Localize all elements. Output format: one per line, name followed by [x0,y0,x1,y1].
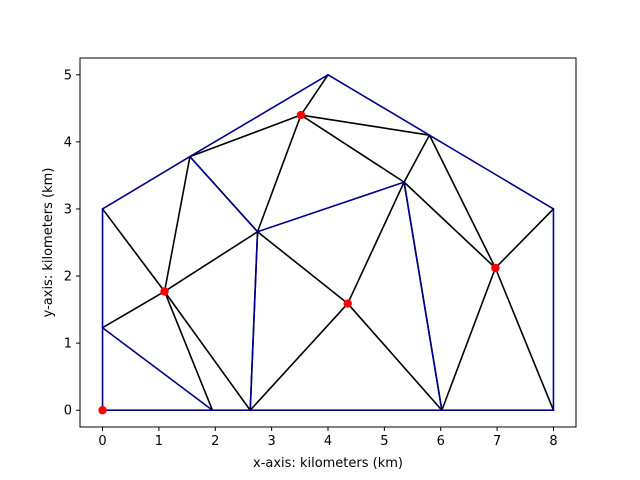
y-axis-ticks: 0 1 2 3 4 5 [64,68,80,419]
mesh-edge [300,114,431,136]
mesh-edge [403,134,431,183]
mesh-edge [163,290,252,412]
mesh-edge [403,181,497,269]
red-point-marker [160,287,169,296]
mesh-edge [327,73,431,136]
y-tick-label: 3 [64,202,72,217]
x-tick-label: 0 [98,434,106,449]
x-tick-label: 5 [380,434,388,449]
mesh-edge [189,73,329,158]
mesh-edge [403,181,443,412]
mesh-edge [189,155,259,233]
y-tick-label: 4 [64,135,72,150]
mesh-edge [163,155,191,293]
y-tick-label: 0 [64,404,72,419]
mesh-edge [249,302,349,412]
mesh-edge [494,267,555,412]
mesh-edge [346,181,405,305]
mesh-edge [101,155,191,210]
mesh-edge [428,134,555,210]
mesh-edge [494,208,555,269]
x-tick-label: 6 [437,434,445,449]
mesh-edge [101,208,166,293]
x-tick-label: 4 [324,434,332,449]
y-tick-label: 2 [64,270,72,285]
mesh-edge [101,290,166,329]
mesh-edge [163,290,214,412]
mesh-edge [189,114,302,158]
blue-edges [101,73,555,412]
x-tick-label: 1 [155,434,163,449]
y-tick-label: 5 [64,68,72,83]
mesh-edge [300,114,405,183]
plot-frame [79,57,577,428]
x-tick-label: 2 [211,434,219,449]
y-tick-label: 1 [64,337,72,352]
mesh-edge [256,114,302,233]
mesh-edge [428,134,497,269]
mesh-edge [300,73,329,116]
mesh-edge [256,230,349,305]
mesh-edge [249,230,259,412]
mesh-edge [163,230,259,293]
x-axis-ticks: 0 1 2 3 4 5 6 7 8 [98,427,558,449]
mesh-edge [346,302,443,412]
x-tick-label: 7 [493,434,501,449]
red-point-marker [296,110,306,120]
red-point-marker [98,406,107,415]
mesh-edge [256,181,405,233]
y-axis-label: y-axis: kilometers (km) [41,168,56,318]
black-edges [101,73,555,412]
red-point-marker [491,263,500,273]
x-tick-label: 8 [549,434,557,449]
x-tick-label: 3 [267,434,275,449]
mesh-edge [101,326,214,412]
point-markers [98,110,500,415]
mesh-edge [441,267,497,412]
x-axis-label: x-axis: kilometers (km) [253,456,403,471]
red-point-marker [343,299,352,308]
